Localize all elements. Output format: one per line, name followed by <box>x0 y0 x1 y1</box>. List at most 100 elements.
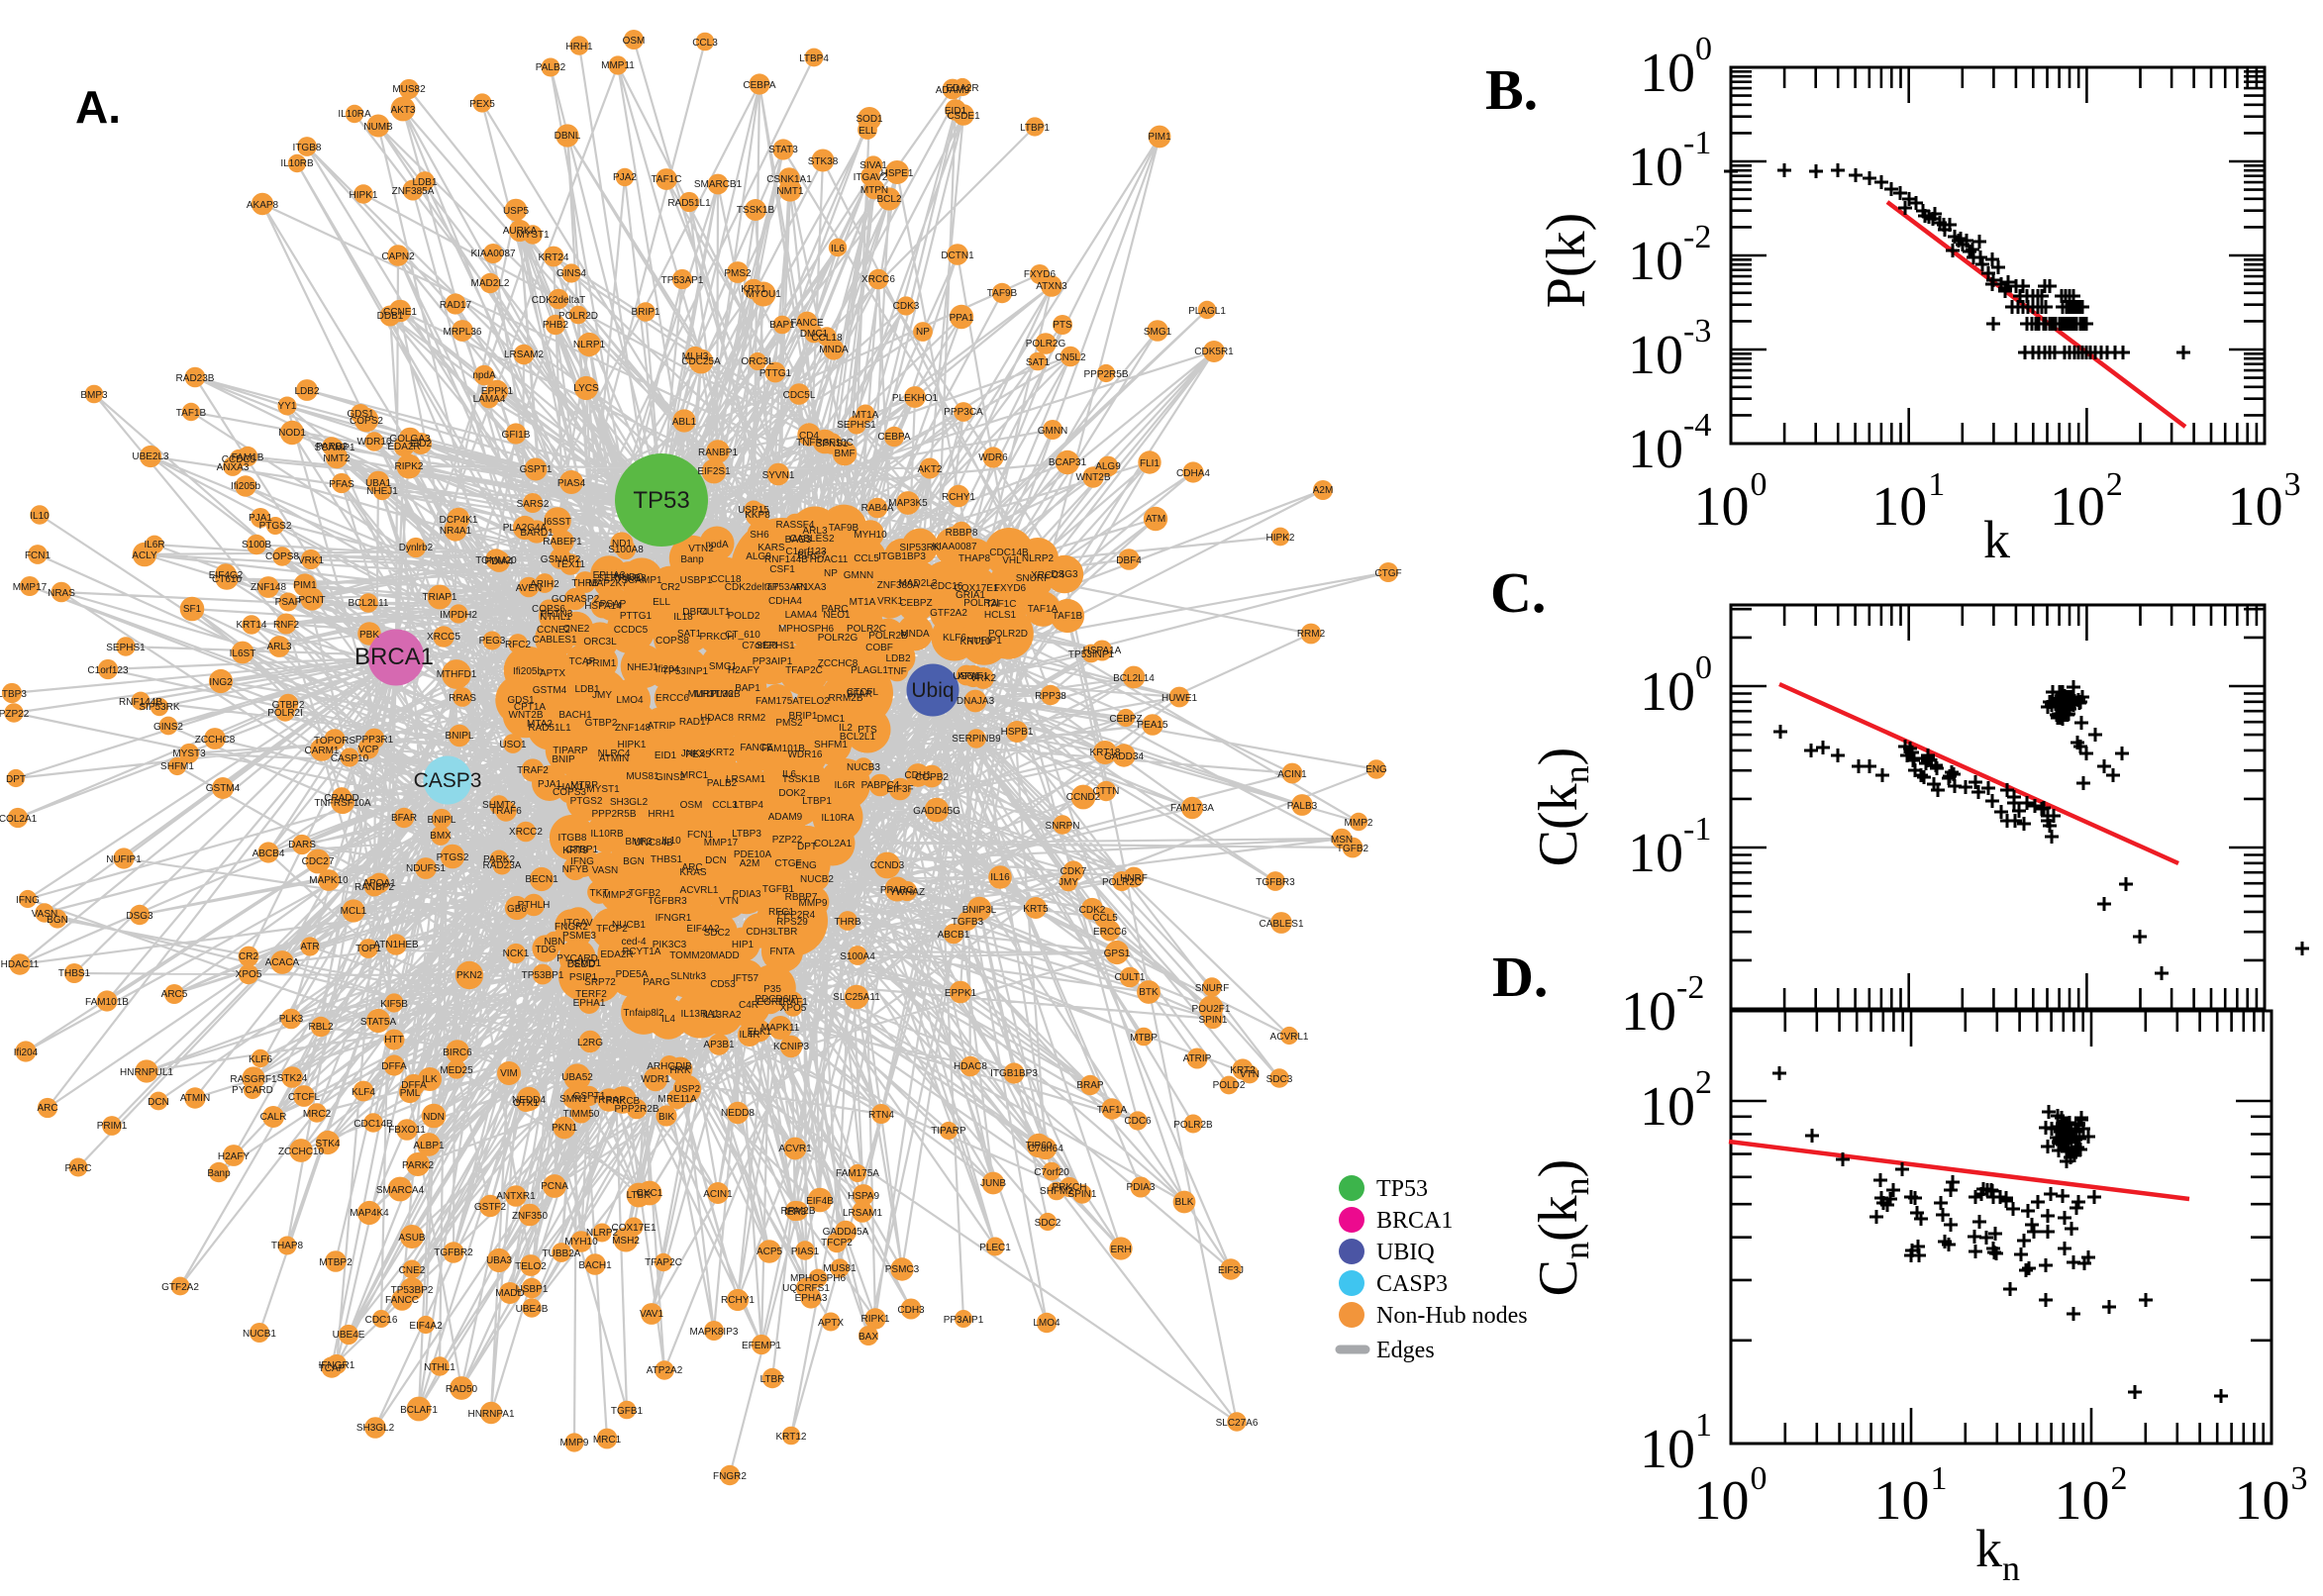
svg-text:PLK3: PLK3 <box>279 1014 304 1025</box>
svg-text:BAP1: BAP1 <box>769 320 795 331</box>
svg-text:BRCA1: BRCA1 <box>354 644 434 670</box>
svg-text:DCTN1: DCTN1 <box>941 250 974 261</box>
svg-text:DMC1: DMC1 <box>800 329 829 340</box>
svg-text:TRAF2: TRAF2 <box>517 765 549 776</box>
svg-text:EDA2R: EDA2R <box>946 83 978 94</box>
svg-text:ERH: ERH <box>1110 1245 1131 1255</box>
svg-text:POLR2I: POLR2I <box>963 598 999 609</box>
svg-text:PSIP1: PSIP1 <box>569 972 598 983</box>
svg-text:CAPN2: CAPN2 <box>381 251 415 262</box>
svg-text:IL10RA: IL10RA <box>338 109 371 120</box>
svg-text:LYCS: LYCS <box>573 383 599 394</box>
svg-text:HRK: HRK <box>669 1065 690 1076</box>
svg-text:UBA1: UBA1 <box>365 478 392 489</box>
svg-text:CEBPA: CEBPA <box>877 432 910 443</box>
svg-text:FNTA: FNTA <box>769 947 795 957</box>
svg-text:ARIH2: ARIH2 <box>530 579 559 590</box>
svg-text:VRK1: VRK1 <box>877 596 904 607</box>
svg-text:ING2: ING2 <box>209 677 233 688</box>
svg-text:PARG: PARG <box>643 977 670 988</box>
svg-text:LDB2: LDB2 <box>885 653 910 664</box>
svg-text:PSMD1: PSMD1 <box>567 958 602 969</box>
svg-text:CPT1A: CPT1A <box>514 702 547 713</box>
svg-text:XPO5: XPO5 <box>236 969 262 980</box>
svg-text:CYC1: CYC1 <box>637 1188 663 1199</box>
svg-text:ZNF350: ZNF350 <box>512 1211 549 1222</box>
svg-text:MNDA: MNDA <box>819 345 849 355</box>
svg-text:XRCC2: XRCC2 <box>509 827 543 838</box>
svg-text:LTBP3: LTBP3 <box>0 689 27 700</box>
svg-text:MMP11: MMP11 <box>601 60 635 71</box>
svg-text:CTGF: CTGF <box>774 858 801 869</box>
svg-text:10: 10 <box>1640 1419 1695 1480</box>
svg-text:TRRAP: TRRAP <box>592 1095 626 1106</box>
svg-text:ZNF148: ZNF148 <box>251 582 287 593</box>
svg-text:ATN1HEB: ATN1HEB <box>373 940 419 950</box>
svg-text:C7orf64: C7orf64 <box>1028 1144 1063 1154</box>
svg-text:CASP10: CASP10 <box>331 753 369 764</box>
svg-text:TIPARP: TIPARP <box>553 746 588 756</box>
svg-text:PDCD6IP: PDCD6IP <box>755 994 798 1005</box>
svg-text:EFEMP1: EFEMP1 <box>742 1341 781 1351</box>
svg-text:IER3: IER3 <box>784 1207 807 1218</box>
svg-text:CDH3: CDH3 <box>897 1305 925 1316</box>
svg-text:1: 1 <box>1928 466 1945 503</box>
svg-text:BACH1: BACH1 <box>558 710 592 721</box>
svg-text:KLF6: KLF6 <box>943 633 966 644</box>
svg-text:NP: NP <box>824 568 838 579</box>
svg-text:STK24: STK24 <box>277 1073 308 1084</box>
svg-text:LTBR: LTBR <box>627 1190 652 1201</box>
svg-text:CCDC5: CCDC5 <box>614 625 649 636</box>
svg-text:TFCP2: TFCP2 <box>596 924 628 935</box>
svg-text:10: 10 <box>1871 476 1927 538</box>
svg-text:ENG: ENG <box>795 860 817 871</box>
svg-text:LRSAM1: LRSAM1 <box>843 1208 882 1219</box>
svg-text:YY1: YY1 <box>278 401 297 412</box>
svg-text:GDS1: GDS1 <box>347 409 374 420</box>
svg-text:THRB: THRB <box>834 917 861 928</box>
svg-text:A.: A. <box>75 81 121 133</box>
svg-text:POLR2B: POLR2B <box>868 631 908 642</box>
svg-text:NDN: NDN <box>423 1112 445 1123</box>
svg-text:EPPK1: EPPK1 <box>945 988 977 999</box>
svg-text:TGFB2: TGFB2 <box>629 888 661 899</box>
svg-text:ITGAV2: ITGAV2 <box>854 172 888 183</box>
svg-text:10: 10 <box>2235 1470 2290 1532</box>
svg-text:RPP38: RPP38 <box>1035 691 1066 702</box>
svg-text:0: 0 <box>1695 649 1712 686</box>
svg-text:TUBB2A: TUBB2A <box>543 1248 581 1259</box>
svg-text:CTGF: CTGF <box>1374 568 1401 579</box>
svg-text:PDIA4: PDIA4 <box>485 556 514 567</box>
svg-text:PSME3: PSME3 <box>562 931 596 942</box>
svg-text:S100A4: S100A4 <box>840 951 875 962</box>
svg-text:ERCC6: ERCC6 <box>656 693 689 704</box>
svg-text:RNF144B: RNF144B <box>119 697 162 708</box>
svg-text:MT1A: MT1A <box>853 410 879 421</box>
svg-text:BRAP: BRAP <box>1076 1080 1104 1091</box>
svg-text:VAV1: VAV1 <box>640 1309 664 1320</box>
svg-text:10: 10 <box>2055 1470 2110 1532</box>
svg-text:VTN: VTN <box>719 896 739 907</box>
svg-text:ACIN1: ACIN1 <box>1277 769 1307 780</box>
svg-text:H2AFY: H2AFY <box>728 665 760 676</box>
svg-text:NLRP2: NLRP2 <box>586 1228 619 1239</box>
svg-text:TGFBR2: TGFBR2 <box>434 1247 473 1258</box>
svg-text:BECN1: BECN1 <box>525 874 558 885</box>
svg-text:NRAS: NRAS <box>48 588 75 599</box>
svg-text:TAF1B: TAF1B <box>1053 611 1083 622</box>
svg-text:ATRIP: ATRIP <box>648 721 676 732</box>
svg-text:0: 0 <box>1695 31 1712 67</box>
svg-text:NUCB1: NUCB1 <box>243 1329 276 1340</box>
svg-text:CCL5: CCL5 <box>854 553 879 564</box>
svg-text:FXYD6: FXYD6 <box>994 583 1027 594</box>
svg-text:KRT9: KRT9 <box>562 846 588 856</box>
svg-text:PTHLH: PTHLH <box>518 900 551 911</box>
svg-text:MUS81: MUS81 <box>823 1263 857 1274</box>
svg-text:ILK: ILK <box>422 1074 437 1085</box>
svg-text:EDA2R: EDA2R <box>600 949 633 960</box>
svg-text:PLAGL1: PLAGL1 <box>1188 306 1226 317</box>
svg-text:EIF4A2: EIF4A2 <box>409 1321 443 1332</box>
svg-text:ITGB8: ITGB8 <box>558 833 587 844</box>
svg-text:BNIPL: BNIPL <box>446 731 474 742</box>
svg-text:AKT3: AKT3 <box>390 105 415 116</box>
